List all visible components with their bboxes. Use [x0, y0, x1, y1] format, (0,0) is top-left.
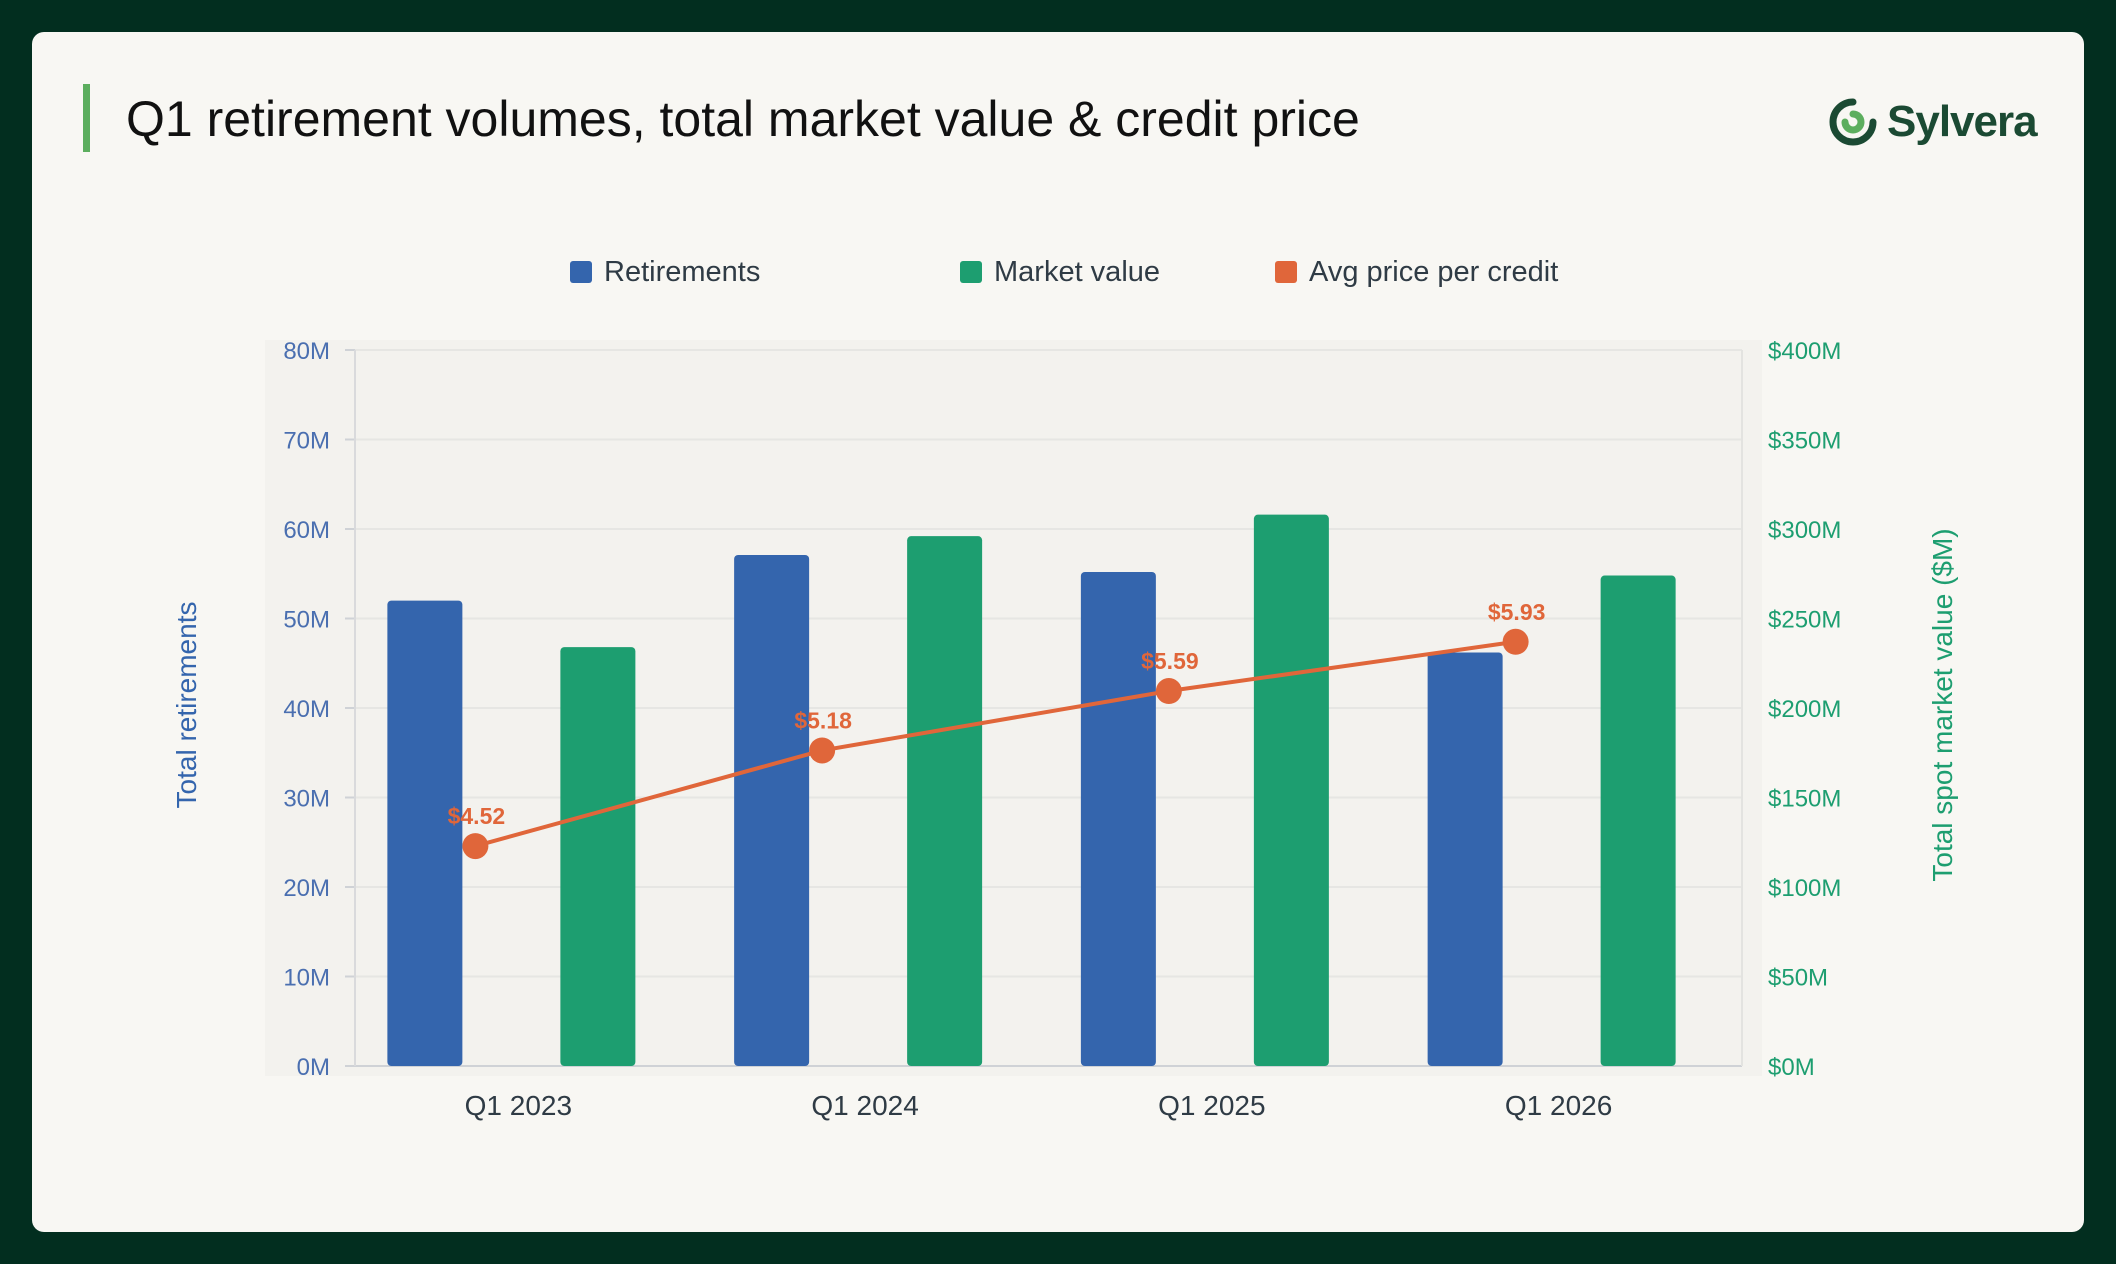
y2-tick-label: $50M [1768, 965, 1828, 992]
y-tick-label: 70M [283, 428, 330, 455]
y-tick-label: 40M [283, 696, 330, 723]
y2-axis-title: Total spot market value ($M) [1927, 528, 1958, 881]
y-axis-title: Total retirements [171, 602, 202, 809]
point-avg-price [809, 737, 836, 764]
chart-legend: Retirements Market value Avg price per c… [545, 243, 1615, 301]
data-label-avg-price: $5.93 [1488, 599, 1546, 625]
bar-retirements [734, 554, 810, 1066]
y2-tick-label: $300M [1768, 517, 1841, 544]
logo-text: Sylvera [1887, 97, 2038, 146]
point-avg-price [1155, 678, 1182, 705]
data-label-avg-price: $4.52 [448, 803, 506, 829]
legend-label-market-value: Market value [994, 255, 1161, 288]
y2-tick-label: $0M [1768, 1054, 1815, 1081]
point-avg-price [1502, 628, 1529, 655]
y-tick-label: 20M [283, 875, 330, 902]
legend-swatch-avg-price [1275, 261, 1297, 283]
x-tick-label: Q1 2023 [465, 1090, 572, 1121]
bar-market-value [907, 536, 983, 1066]
y2-tick-label: $400M [1768, 338, 1841, 365]
bar-retirements [387, 600, 463, 1066]
y2-tick-label: $250M [1768, 607, 1841, 634]
bar-retirements [1080, 571, 1156, 1066]
data-label-avg-price: $5.18 [794, 707, 852, 733]
legend-item-market-value[interactable]: Market value [960, 243, 1160, 301]
point-avg-price [462, 833, 489, 860]
legend-swatch-market-value [960, 261, 982, 283]
y2-tick-label: $350M [1768, 428, 1841, 455]
bar-market-value [560, 647, 636, 1066]
y2-tick-label: $100M [1768, 875, 1841, 902]
legend-label-avg-price: Avg price per credit [1309, 255, 1559, 288]
y-tick-label: 0M [297, 1054, 330, 1081]
data-label-avg-price: $5.59 [1141, 648, 1199, 674]
y-tick-label: 80M [283, 338, 330, 365]
sylvera-logo-icon [1829, 98, 1877, 146]
bar-market-value [1253, 514, 1329, 1066]
line-avg-price [474, 639, 1516, 849]
x-tick-label: Q1 2024 [811, 1090, 918, 1121]
x-tick-label: Q1 2026 [1505, 1090, 1612, 1121]
bar-retirements [1427, 652, 1503, 1066]
x-tick-label: Q1 2025 [1158, 1090, 1265, 1121]
y-tick-label: 50M [283, 607, 330, 634]
y-tick-label: 60M [283, 517, 330, 544]
legend-item-avg-price[interactable]: Avg price per credit [1275, 243, 1558, 301]
y2-tick-label: $150M [1768, 786, 1841, 813]
legend-item-retirements[interactable]: Retirements [570, 243, 760, 301]
y2-tick-label: $200M [1768, 696, 1841, 723]
title-accent-bar [83, 84, 90, 152]
legend-label-retirements: Retirements [604, 255, 761, 288]
y-tick-label: 30M [283, 786, 330, 813]
sylvera-logo: Sylvera [1827, 96, 2038, 148]
page-title: Q1 retirement volumes, total market valu… [126, 91, 1360, 147]
legend-swatch-retirements [570, 261, 592, 283]
y-tick-label: 10M [283, 965, 330, 992]
bar-market-value [1600, 575, 1676, 1066]
